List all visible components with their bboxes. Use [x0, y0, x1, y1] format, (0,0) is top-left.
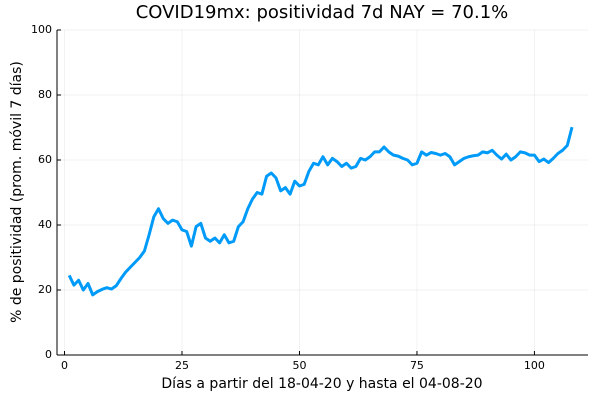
y-axis-label: % de positividad (prom. móvil 7 días)	[9, 61, 25, 323]
y-tick-label: 80	[38, 88, 52, 101]
line	[67, 126, 574, 297]
x-tick-label: 0	[61, 359, 68, 372]
y-tick-label: 20	[38, 283, 52, 296]
x-axis-label: Días a partir del 18-04-20 y hasta el 04…	[161, 376, 482, 392]
x-tick-label: 25	[175, 359, 189, 372]
y-tick-label: 100	[31, 23, 52, 36]
y-tick-label: 60	[38, 153, 52, 166]
y-tick-label: 40	[38, 218, 52, 231]
x-tick-label: 100	[524, 359, 545, 372]
y-tick-label: 0	[45, 348, 52, 361]
x-tick-label: 50	[292, 359, 306, 372]
x-tick-label: 75	[410, 359, 424, 372]
chart-title: COVID19mx: positividad 7d NAY = 70.1%	[136, 2, 509, 23]
